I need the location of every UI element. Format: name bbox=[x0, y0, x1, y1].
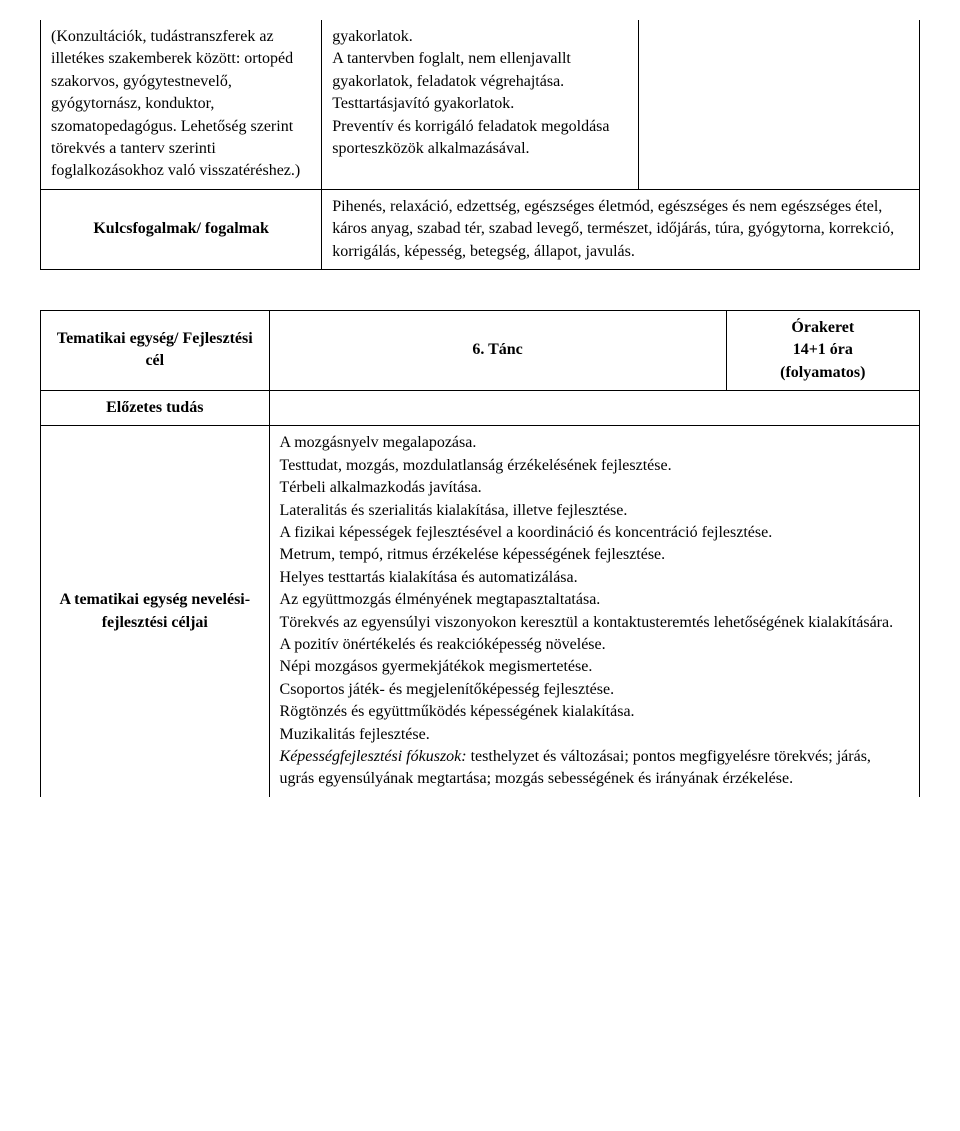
hours-line-1: Órakeret bbox=[737, 317, 909, 339]
goals-text-cell: A mozgásnyelv megalapozása.Testtudat, mo… bbox=[269, 426, 919, 797]
goals-paragraph: A pozitív önértékelés és reakcióképesség… bbox=[280, 634, 909, 656]
prior-knowledge-label: Előzetes tudás bbox=[106, 399, 203, 416]
goals-paragraph: Helyes testtartás kialakítása és automat… bbox=[280, 567, 909, 589]
goals-paragraph: Az együttmozgás élményének megtapasztalt… bbox=[280, 589, 909, 611]
goals-paragraph: Lateralitás és szerialitás kialakítása, … bbox=[280, 500, 909, 522]
hours-line-3: (folyamatos) bbox=[737, 362, 909, 384]
hours-cell: Órakeret 14+1 óra (folyamatos) bbox=[726, 310, 919, 390]
goals-focus-prefix: Képességfejlesztési fókuszok: bbox=[280, 748, 467, 765]
goals-paragraph: Népi mozgásos gyermekjátékok megismertet… bbox=[280, 656, 909, 678]
goals-paragraph: Muzikalitás fejlesztése. bbox=[280, 724, 909, 746]
exercises-text: gyakorlatok. A tantervben foglalt, nem e… bbox=[332, 28, 609, 157]
goals-paragraph: A mozgásnyelv megalapozása. bbox=[280, 432, 909, 454]
thematic-unit-label-cell: Tematikai egység/ Fejlesztési cél bbox=[41, 310, 270, 390]
goals-paragraph: Metrum, tempó, ritmus érzékelése képessé… bbox=[280, 544, 909, 566]
section-1-table: (Konzultációk, tudástranszferek az illet… bbox=[40, 20, 920, 270]
prior-knowledge-empty-cell bbox=[269, 391, 919, 426]
thematic-unit-title: 6. Tánc bbox=[472, 341, 522, 358]
prior-knowledge-label-cell: Előzetes tudás bbox=[41, 391, 270, 426]
goals-paragraph: A fizikai képességek fejlesztésével a ko… bbox=[280, 522, 909, 544]
blank-cell-top bbox=[638, 20, 919, 189]
exercises-cell: gyakorlatok. A tantervben foglalt, nem e… bbox=[322, 20, 638, 189]
keyconcepts-text: Pihenés, relaxáció, edzettség, egészsége… bbox=[332, 198, 894, 260]
thematic-unit-label: Tematikai egység/ Fejlesztési cél bbox=[57, 330, 253, 369]
thematic-unit-title-cell: 6. Tánc bbox=[269, 310, 726, 390]
hours-line-2: 14+1 óra bbox=[737, 339, 909, 361]
keyconcepts-text-cell: Pihenés, relaxáció, edzettség, egészsége… bbox=[322, 189, 920, 269]
goals-paragraph: Törekvés az egyensúlyi viszonyokon keres… bbox=[280, 612, 909, 634]
consultations-cell: (Konzultációk, tudástranszferek az illet… bbox=[41, 20, 322, 189]
keyconcepts-label: Kulcsfogalmak/ fogalmak bbox=[93, 220, 269, 237]
goals-label: A tematikai egység nevelési-fejlesztési … bbox=[59, 591, 250, 630]
goals-paragraph-list: A mozgásnyelv megalapozása.Testtudat, mo… bbox=[280, 432, 909, 790]
consultations-text: (Konzultációk, tudástranszferek az illet… bbox=[51, 28, 300, 179]
goals-paragraph: Csoportos játék- és megjelenítőképesség … bbox=[280, 679, 909, 701]
goals-paragraph: Testtudat, mozgás, mozdulatlanság érzéke… bbox=[280, 455, 909, 477]
keyconcepts-label-cell: Kulcsfogalmak/ fogalmak bbox=[41, 189, 322, 269]
goals-focus-line: Képességfejlesztési fókuszok: testhelyze… bbox=[280, 746, 909, 791]
section-2-table: Tematikai egység/ Fejlesztési cél 6. Tán… bbox=[40, 310, 920, 797]
goals-paragraph: Térbeli alkalmazkodás javítása. bbox=[280, 477, 909, 499]
goals-label-cell: A tematikai egység nevelési-fejlesztési … bbox=[41, 426, 270, 797]
goals-paragraph: Rögtönzés és együttműködés képességének … bbox=[280, 701, 909, 723]
